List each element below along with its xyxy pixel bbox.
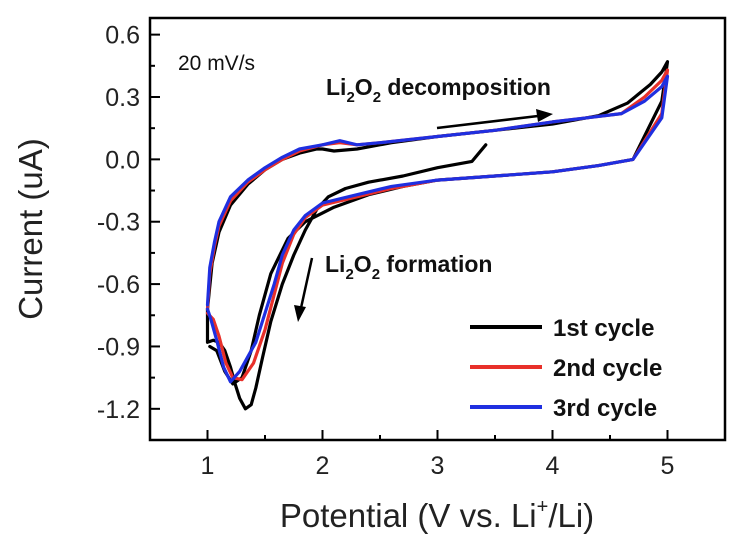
y-tick-label: -0.9 [97, 333, 140, 361]
y-tick-label: 0.3 [105, 84, 140, 112]
x-tick-label: 1 [201, 452, 215, 480]
scan-rate-label: 20 mV/s [178, 52, 255, 75]
axis-ticks [149, 33, 726, 440]
series-line-3 [205, 74, 670, 384]
axis-tick-labels: 1 2 3 4 5 0.6 0.3 0.0 -0.3 -0.6 -0.9 -1.2 [97, 22, 675, 480]
y-tick-label: 0.6 [105, 22, 140, 50]
legend-label-2: 2nd cycle [553, 355, 662, 382]
legend: 1st cycle 2nd cycle 3rd cycle [470, 315, 662, 422]
plot-lines [205, 60, 670, 411]
legend-label-3: 3rd cycle [553, 395, 657, 422]
decomposition-arrow-icon [436, 109, 553, 130]
formation-annotation: Li2O2 formation [325, 251, 492, 283]
y-tick-label: 0.0 [105, 146, 140, 174]
y-axis-title: Current (uA) [12, 138, 49, 320]
formation-arrow-icon [294, 257, 314, 322]
y-tick-label: -0.3 [97, 209, 140, 237]
x-tick-label: 5 [661, 452, 675, 480]
legend-label-1: 1st cycle [553, 315, 654, 342]
x-tick-label: 2 [316, 452, 330, 480]
x-tick-label: 3 [431, 452, 445, 480]
x-tick-label: 4 [546, 452, 560, 480]
series-line-1 [205, 60, 670, 411]
y-tick-label: -0.6 [97, 271, 140, 299]
y-tick-label: -1.2 [97, 396, 140, 424]
x-axis-title: Potential (V vs. Li+/Li) [280, 496, 594, 534]
decomposition-annotation: Li2O2 decomposition [326, 74, 551, 106]
